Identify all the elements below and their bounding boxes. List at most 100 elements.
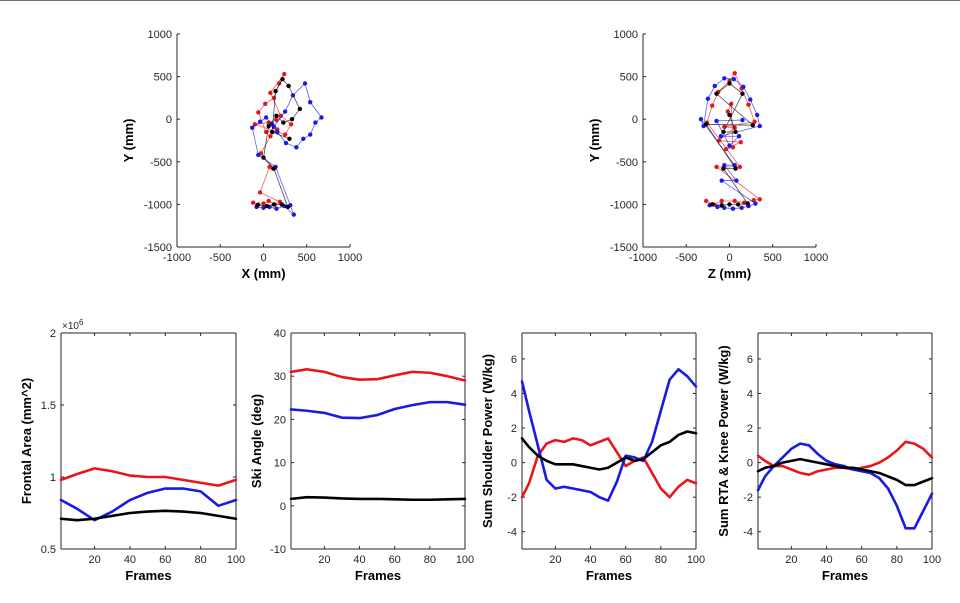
marker-blue (722, 163, 727, 168)
y-tick-label: 40 (274, 328, 286, 340)
y-tick-label: -10 (270, 544, 286, 556)
y-axis-label: Ski Angle (deg) (249, 394, 264, 488)
marker-black (271, 166, 277, 171)
x-tick-label: -1000 (629, 252, 657, 264)
marker-black (714, 91, 719, 96)
marker-red (276, 81, 282, 86)
x-tick-label: 40 (124, 554, 136, 566)
marker-blue (294, 145, 299, 150)
marker-black (287, 136, 292, 141)
marker-blue (319, 115, 324, 120)
marker-blue (741, 84, 746, 90)
marker-black (745, 201, 750, 206)
exponent-label: ×106 (62, 318, 84, 332)
marker-red (263, 101, 268, 107)
marker-red (268, 90, 273, 95)
chart-3: 20 40 60 80 100 0.5 1 1.5 2 Frames Frontal Area (m… (19, 318, 245, 583)
series-line-red (756, 440, 934, 476)
x-axis-label: Frames (355, 568, 401, 583)
marker-red (252, 122, 258, 127)
top-border (0, 0, 960, 1)
x-tick-label: 100 (456, 554, 474, 566)
marker-blue (727, 143, 732, 148)
marker-black (286, 83, 291, 89)
x-tick-label: 40 (584, 554, 596, 566)
series-line-black (756, 457, 934, 487)
marker-blue (313, 120, 318, 125)
marker-blue (283, 140, 289, 146)
marker-blue (256, 152, 261, 158)
y-axis-label: Sum Shoulder Power (W/kg) (480, 354, 495, 528)
y-tick-label: -500 (150, 157, 172, 169)
chart-6: 20 40 60 80 100 -4 -2 0 2 4 6 Frames Sum RTA & Knee … (716, 332, 941, 583)
x-tick-label: 80 (195, 554, 207, 566)
y-tick-label: -1000 (610, 199, 638, 211)
x-axis-label: Frames (822, 568, 868, 583)
marker-red (757, 197, 762, 202)
y-tick-label: 500 (620, 72, 638, 84)
y-tick-label: 0 (511, 458, 517, 470)
x-tick-label: 60 (159, 554, 171, 566)
series-line-blue (289, 400, 467, 420)
marker-black (733, 166, 738, 171)
marker-blue (705, 96, 711, 101)
x-tick-label: 0 (260, 252, 266, 264)
skeleton-red (705, 72, 761, 205)
marker-blue (250, 125, 255, 130)
y-axis-label: Y (mm) (121, 119, 136, 163)
y-tick-label: 1000 (148, 29, 172, 41)
marker-black (750, 122, 756, 128)
series-line-blue (520, 367, 698, 502)
y-tick-label: 2 (50, 328, 56, 340)
x-tick-label: 40 (353, 554, 365, 566)
y-tick-label: 0 (280, 501, 286, 513)
marker-blue (715, 204, 720, 210)
x-axis-label: Z (mm) (708, 266, 751, 281)
y-tick-label: -1500 (610, 242, 638, 254)
marker-blue (718, 134, 724, 139)
y-axis-label: Sum RTA & Knee Power (W/kg) (716, 345, 731, 536)
exponent-base: ×10 (62, 321, 79, 332)
x-axis-label: Frames (586, 568, 632, 583)
y-tick-label: 4 (747, 388, 753, 400)
x-tick-label: -1000 (163, 252, 191, 264)
marker-black (721, 129, 726, 135)
chart-5: 20 40 60 80 100 -4 -2 0 2 4 6 Frames Sum Shoulder Po… (480, 332, 705, 583)
marker-red (257, 190, 263, 195)
marker-red (250, 200, 256, 205)
marker-black (281, 120, 286, 125)
x-tick-label: 40 (820, 554, 832, 566)
y-tick-label: -1500 (144, 242, 172, 254)
marker-red (719, 198, 724, 204)
x-tick-label: 20 (88, 554, 100, 566)
y-tick-label: 2 (511, 423, 517, 435)
marker-blue (698, 117, 704, 122)
marker-blue (714, 118, 719, 124)
x-axis-label: X (mm) (241, 266, 285, 281)
marker-red (737, 164, 743, 170)
marker-black (727, 202, 732, 207)
marker-red (282, 71, 287, 77)
x-tick-label: 60 (389, 554, 401, 566)
series-line-black (520, 430, 698, 471)
marker-red (730, 145, 736, 150)
marker-black (710, 202, 715, 207)
marker-blue (719, 178, 724, 183)
marker-black (289, 117, 295, 122)
y-tick-label: 0 (747, 458, 753, 470)
marker-red (732, 198, 737, 204)
y-tick-label: 30 (274, 371, 286, 383)
y-tick-label: 10 (274, 458, 286, 470)
series-line-blue (756, 442, 934, 530)
marker-blue (263, 115, 269, 120)
marker-blue (739, 205, 744, 211)
marker-blue (736, 134, 742, 139)
marker-blue (282, 109, 288, 114)
y-tick-label: 0 (166, 114, 172, 126)
marker-blue (301, 136, 306, 141)
y-tick-label: 0 (632, 114, 638, 126)
y-axis-label: Y (mm) (587, 119, 602, 163)
x-tick-label: -500 (209, 252, 231, 264)
marker-blue (308, 99, 313, 105)
